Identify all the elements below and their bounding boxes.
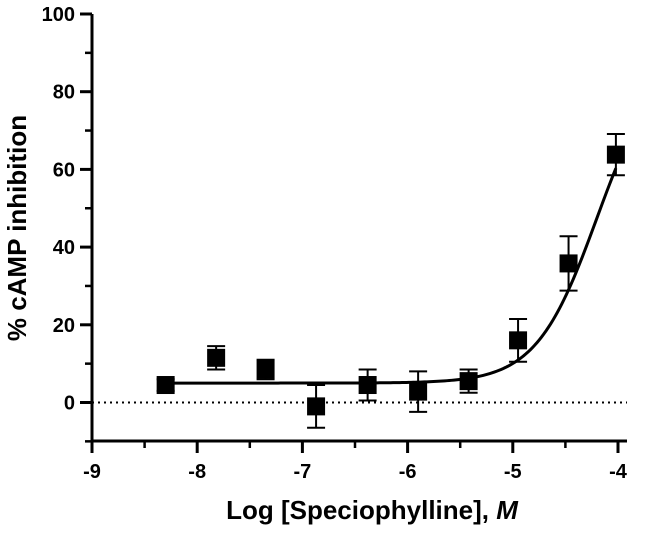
y-tick-label: 20 xyxy=(53,315,75,337)
y-tick-label: 60 xyxy=(53,159,75,181)
data-point xyxy=(459,372,478,391)
data-points xyxy=(156,145,625,416)
data-point xyxy=(559,254,578,273)
x-axis-label-main: Log [Speciophylline], xyxy=(226,495,496,525)
x-axis-label-unit: M xyxy=(496,495,519,525)
x-tick-label: -6 xyxy=(399,461,417,483)
y-tick-label: 100 xyxy=(42,4,75,26)
data-point xyxy=(606,145,625,164)
y-tick-label: 40 xyxy=(53,237,75,259)
data-point xyxy=(256,360,275,379)
x-tick-label: -7 xyxy=(294,461,312,483)
y-tick-label: 80 xyxy=(53,82,75,104)
fit-line xyxy=(165,167,618,385)
data-point xyxy=(409,382,428,401)
data-point xyxy=(207,348,226,367)
x-axis-label: Log [Speciophylline], M xyxy=(226,495,519,525)
data-point xyxy=(509,331,528,350)
x-tick-label: -8 xyxy=(188,461,206,483)
data-point xyxy=(358,376,377,395)
data-point xyxy=(156,376,175,395)
y-tick-label: 0 xyxy=(64,393,75,415)
fit-curve xyxy=(165,167,618,385)
tick-labels: 0 20 40 60 80 100 -9 -8 -7 -6 -5 -4 xyxy=(42,4,628,483)
x-tick-label: -9 xyxy=(83,461,101,483)
x-tick-label: -4 xyxy=(609,461,628,483)
data-point xyxy=(307,397,326,416)
y-axis-label: % cAMP inhibition xyxy=(2,115,32,341)
axes xyxy=(80,12,627,453)
x-tick-label: -5 xyxy=(504,461,522,483)
